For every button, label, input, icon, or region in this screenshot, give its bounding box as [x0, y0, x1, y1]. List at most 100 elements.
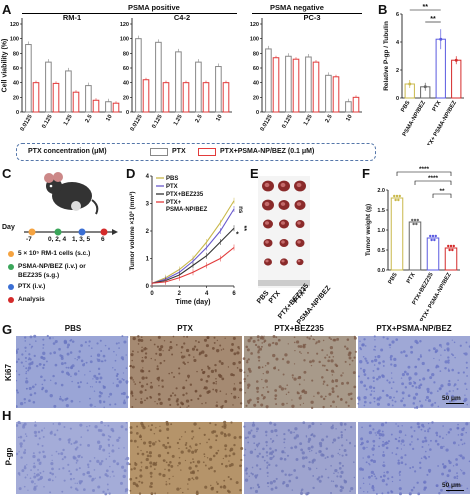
cell-nucleus [31, 345, 34, 348]
cell-nucleus [372, 489, 375, 492]
cell-nucleus [129, 431, 133, 435]
cell-nucleus [335, 365, 338, 368]
cell-nucleus [42, 343, 45, 346]
cell-nucleus [343, 480, 348, 484]
cell-nucleus [210, 369, 215, 374]
cell-nucleus [158, 472, 162, 476]
y-tick-label: 0 [396, 96, 399, 102]
cell-nucleus [185, 348, 190, 353]
cell-nucleus [397, 461, 401, 465]
cell-nucleus [440, 354, 442, 356]
cell-nucleus [17, 436, 20, 439]
cell-nucleus [368, 424, 372, 428]
data-point [429, 234, 432, 238]
cell-nucleus [46, 334, 49, 338]
sig-label: **** [428, 175, 439, 182]
cell-nucleus [136, 425, 139, 428]
data-point [416, 218, 419, 222]
cell-nucleus [252, 421, 255, 424]
cell-nucleus [246, 399, 251, 404]
cell-nucleus [440, 346, 443, 348]
cell-nucleus [17, 420, 21, 425]
cell-nucleus [287, 343, 289, 345]
cell-nucleus [57, 422, 61, 426]
cell-nucleus [453, 482, 456, 485]
cell-nucleus [378, 437, 381, 440]
cell-nucleus [132, 336, 136, 341]
cell-nucleus [57, 452, 60, 455]
cell-nucleus [107, 488, 109, 491]
cell-nucleus [123, 340, 127, 344]
cell-nucleus [144, 399, 146, 402]
cell-nucleus [18, 373, 21, 376]
cell-nucleus [187, 377, 190, 379]
cell-nucleus [140, 349, 144, 353]
cell-nucleus [27, 489, 29, 491]
cell-nucleus [180, 469, 182, 471]
cell-nucleus [256, 397, 260, 401]
cell-nucleus [330, 351, 334, 355]
cell-nucleus [109, 476, 111, 478]
cell-nucleus [362, 457, 364, 459]
cell-nucleus [261, 455, 265, 459]
data-point [393, 194, 396, 198]
cell-nucleus [131, 365, 135, 369]
cell-nucleus [381, 430, 384, 433]
timeline [24, 228, 118, 236]
cell-nucleus [447, 431, 451, 434]
cell-nucleus [127, 336, 129, 338]
cell-nucleus [297, 377, 299, 380]
cell-nucleus [225, 393, 227, 395]
cell-nucleus [312, 338, 315, 341]
cell-nucleus [400, 443, 402, 445]
cell-nucleus [93, 469, 96, 471]
cell-nucleus [410, 426, 413, 429]
bar-combo [222, 82, 230, 113]
cell-nucleus [428, 471, 431, 474]
sig-bracket [396, 171, 452, 176]
bar [390, 197, 404, 271]
panel-letter-f: F [362, 166, 370, 181]
cell-nucleus [461, 443, 464, 446]
cell-nucleus [178, 372, 181, 375]
cell-nucleus [43, 427, 46, 429]
data-point [430, 238, 433, 242]
cell-nucleus [253, 442, 256, 445]
cell-nucleus [353, 476, 356, 479]
cell-nucleus [390, 354, 393, 358]
cell-nucleus [297, 345, 301, 348]
cell-nucleus [434, 401, 437, 404]
cell-nucleus [145, 348, 148, 350]
cell-nucleus [117, 373, 119, 376]
cell-nucleus [264, 379, 268, 383]
cell-nucleus [322, 339, 325, 342]
cell-nucleus [59, 354, 62, 357]
cell-nucleus [140, 461, 143, 464]
cell-nucleus [445, 434, 448, 436]
cell-nucleus [24, 433, 27, 435]
cell-nucleus [153, 343, 156, 346]
cell-nucleus [108, 395, 110, 398]
cell-nucleus [245, 404, 248, 407]
data-point [397, 198, 400, 202]
x-tick-label: PTX [406, 272, 417, 285]
cell-nucleus [195, 491, 199, 495]
cell-nucleus [158, 376, 161, 379]
data-point [412, 222, 415, 226]
cell-nucleus [366, 361, 369, 365]
cell-nucleus [266, 471, 269, 474]
cell-nucleus [372, 369, 375, 372]
cell-nucleus [437, 405, 440, 408]
cell-nucleus [150, 424, 153, 427]
cell-nucleus [228, 460, 230, 462]
cell-nucleus [178, 456, 181, 459]
cell-nucleus [262, 386, 265, 389]
cell-nucleus [426, 387, 430, 391]
cell-nucleus [466, 375, 468, 377]
timeline-day-2: 1, 3, 5 [72, 236, 91, 243]
cell-nucleus [447, 361, 450, 364]
cell-nucleus [136, 446, 139, 448]
cell-nucleus [60, 383, 64, 387]
cell-nucleus [411, 384, 414, 388]
cell-nucleus [370, 474, 373, 477]
